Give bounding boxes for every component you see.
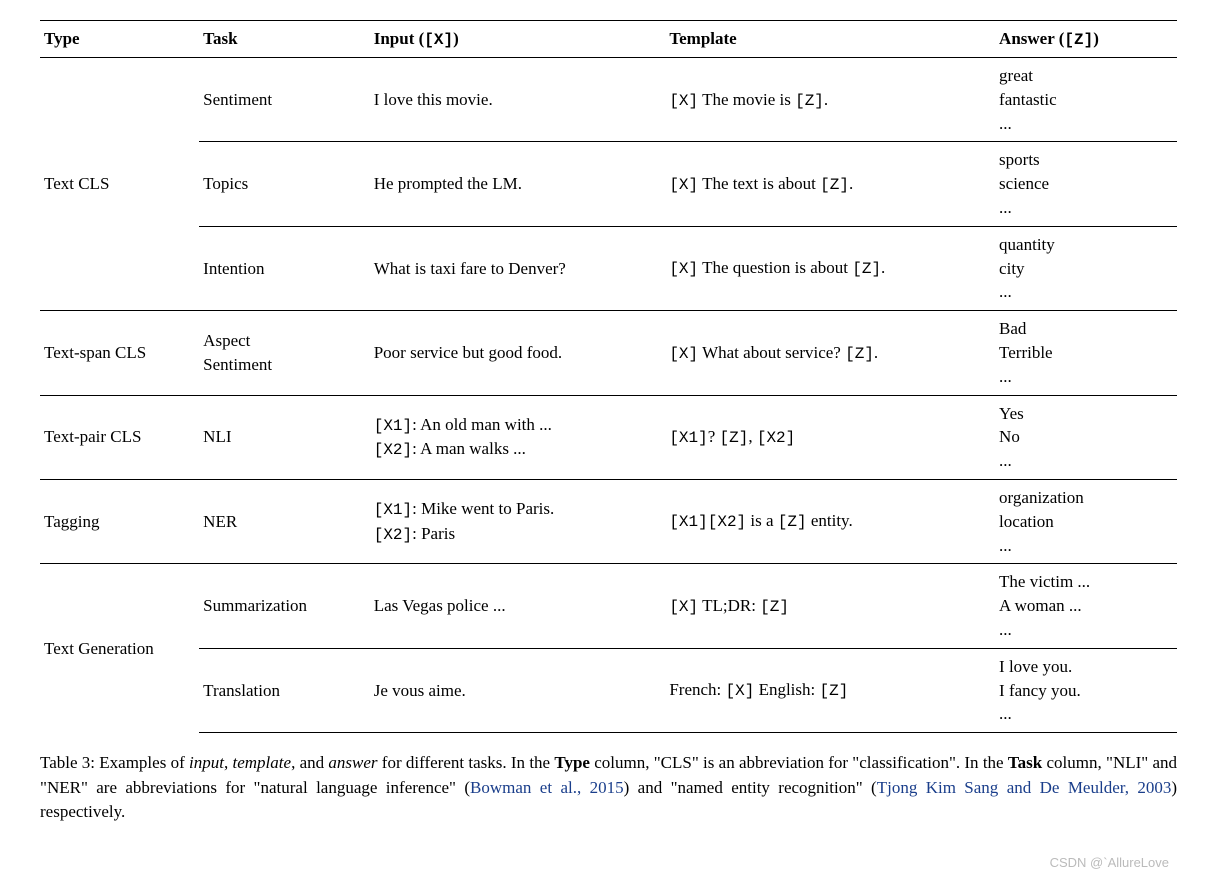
caption-i3: answer [328,753,377,772]
caption-t1: Examples of [99,753,189,772]
table-caption: Table 3: Examples of input, template, an… [40,751,1177,825]
watermark: CSDN @`AllureLove [1050,855,1169,870]
type-cell: Text-pair CLS [40,395,199,479]
answer-cell: great fantastic ... [995,58,1177,142]
answer-cell: Bad Terrible ... [995,311,1177,395]
template-cell: [X1]? [Z], [X2] [665,395,995,479]
input-cell: I love this movie. [370,58,666,142]
table-row: TaggingNER[X1]: Mike went to Paris.[X2]:… [40,479,1177,563]
type-cell: Tagging [40,479,199,563]
input-cell: [X1]: An old man with ...[X2]: A man wal… [370,395,666,479]
task-cell: Intention [199,226,370,310]
col-answer: Answer ([Z]) [995,21,1177,58]
caption-b1: Type [554,753,590,772]
table-row: TranslationJe vous aime.French: [X] Engl… [40,648,1177,732]
template-cell: [X] The question is about [Z]. [665,226,995,310]
input-cell: [X1]: Mike went to Paris.[X2]: Paris [370,479,666,563]
task-cell: NER [199,479,370,563]
col-input-prefix: Input ( [374,29,425,48]
caption-cite1[interactable]: Bowman et al. [470,778,577,797]
task-cell: Summarization [199,564,370,648]
caption-i2: template [233,753,292,772]
type-cell: Text CLS [40,58,199,311]
input-cell: Je vous aime. [370,648,666,732]
template-cell: [X] TL;DR: [Z] [665,564,995,648]
caption-c2: , and [291,753,328,772]
table-row: Text CLSSentimentI love this movie.[X] T… [40,58,1177,142]
answer-cell: sports science ... [995,142,1177,226]
answer-cell: quantity city ... [995,226,1177,310]
caption-year1[interactable]: 2015 [590,778,624,797]
answer-cell: I love you. I fancy you. ... [995,648,1177,732]
col-answer-suffix: ) [1093,29,1099,48]
table-body: Text CLSSentimentI love this movie.[X] T… [40,58,1177,733]
col-answer-code: [Z] [1064,31,1093,49]
col-task: Task [199,21,370,58]
input-cell: Las Vegas police ... [370,564,666,648]
col-input: Input ([X]) [370,21,666,58]
type-cell: Text-span CLS [40,311,199,395]
col-input-suffix: ) [453,29,459,48]
col-type: Type [40,21,199,58]
caption-t2: for different tasks. In the [378,753,555,772]
table-row: IntentionWhat is taxi fare to Denver?[X]… [40,226,1177,310]
table-row: Text-span CLSAspect SentimentPoor servic… [40,311,1177,395]
input-cell: He prompted the LM. [370,142,666,226]
template-cell: French: [X] English: [Z] [665,648,995,732]
task-cell: Sentiment [199,58,370,142]
table-row: TopicsHe prompted the LM.[X] The text is… [40,142,1177,226]
answer-cell: The victim ... A woman ... ... [995,564,1177,648]
caption-citec2: , [1125,778,1138,797]
input-cell: Poor service but good food. [370,311,666,395]
caption-year2[interactable]: 2003 [1137,778,1171,797]
template-cell: [X] The text is about [Z]. [665,142,995,226]
col-template: Template [665,21,995,58]
caption-cite2[interactable]: Tjong Kim Sang and De Meulder [877,778,1125,797]
type-cell: Text Generation [40,564,199,733]
template-cell: [X1][X2] is a [Z] entity. [665,479,995,563]
input-cell: What is taxi fare to Denver? [370,226,666,310]
table-header-row: Type Task Input ([X]) Template Answer ([… [40,21,1177,58]
caption-b2: Task [1008,753,1042,772]
task-cell: Aspect Sentiment [199,311,370,395]
table-row: Text-pair CLSNLI[X1]: An old man with ..… [40,395,1177,479]
answer-cell: organization location ... [995,479,1177,563]
col-input-code: [X] [424,31,453,49]
col-answer-prefix: Answer ( [999,29,1064,48]
template-cell: [X] The movie is [Z]. [665,58,995,142]
caption-t5: ) and "named entity recognition" ( [624,778,877,797]
task-cell: NLI [199,395,370,479]
caption-c1: , [224,753,233,772]
table-row: Text GenerationSummarizationLas Vegas po… [40,564,1177,648]
caption-t3: column, "CLS" is an abbreviation for "cl… [590,753,1008,772]
prompt-examples-table: Type Task Input ([X]) Template Answer ([… [40,20,1177,733]
task-cell: Translation [199,648,370,732]
template-cell: [X] What about service? [Z]. [665,311,995,395]
answer-cell: Yes No ... [995,395,1177,479]
caption-i1: input [189,753,224,772]
caption-label: Table 3: [40,753,99,772]
caption-citec1: , [577,778,590,797]
task-cell: Topics [199,142,370,226]
